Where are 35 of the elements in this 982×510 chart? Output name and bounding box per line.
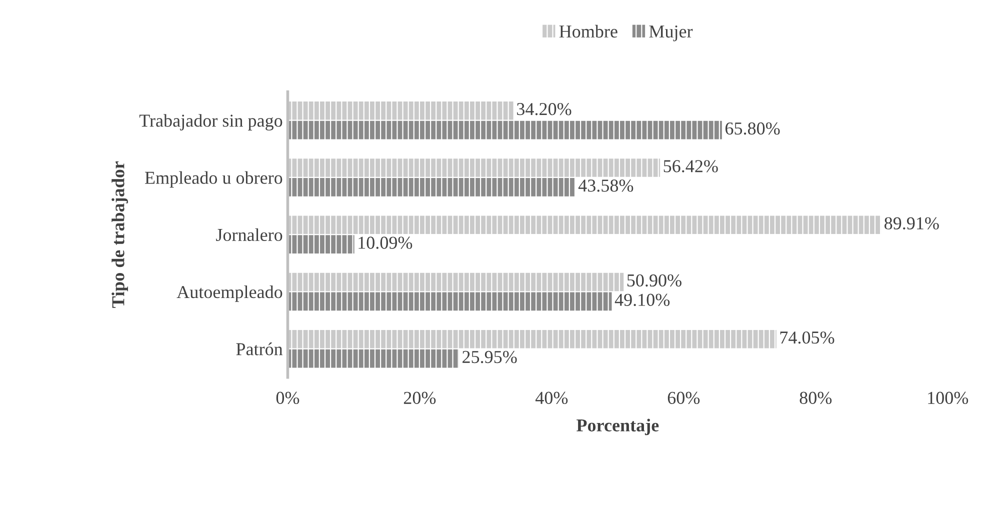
bar xyxy=(288,102,514,120)
data-label: 74.05% xyxy=(780,331,834,344)
bar xyxy=(288,178,576,196)
bar xyxy=(288,216,882,234)
data-label: 34.20% xyxy=(517,102,572,116)
bar xyxy=(288,330,776,348)
legend-label: Mujer xyxy=(649,25,693,42)
data-label: 49.10% xyxy=(614,294,670,306)
bar xyxy=(288,272,624,292)
bar xyxy=(288,349,459,368)
y-tick-label: Jornalero xyxy=(216,228,282,242)
bar xyxy=(288,120,722,140)
x-tick-label: 0% xyxy=(276,392,300,404)
y-tick-label: Empleado u obrero xyxy=(145,171,282,188)
data-label: 56.42% xyxy=(664,160,718,172)
bar xyxy=(288,235,354,254)
x-tick-label: 80% xyxy=(800,392,832,404)
bar xyxy=(288,158,660,177)
data-label: 10.09% xyxy=(358,236,412,249)
bar xyxy=(288,292,612,311)
x-axis-title: Porcentaje xyxy=(576,418,659,436)
y-axis-title: Tipo de trabajador xyxy=(112,161,128,308)
data-label: 89.91% xyxy=(884,217,939,230)
data-label: 43.58% xyxy=(578,180,634,192)
data-label: 50.90% xyxy=(627,274,682,287)
y-tick-label: Patrón xyxy=(236,342,283,356)
legend-label: Hombre xyxy=(559,24,618,38)
x-tick-label: 20% xyxy=(404,392,436,404)
x-tick-label: 60% xyxy=(668,392,700,404)
y-tick-label: Autoempleado xyxy=(176,285,282,302)
data-label: 25.95% xyxy=(462,350,517,364)
y-tick-label: Trabajador sin pago xyxy=(139,114,282,131)
data-label: 65.80% xyxy=(725,122,780,135)
x-tick-label: 100% xyxy=(928,392,968,404)
x-tick-label: 40% xyxy=(535,392,568,404)
